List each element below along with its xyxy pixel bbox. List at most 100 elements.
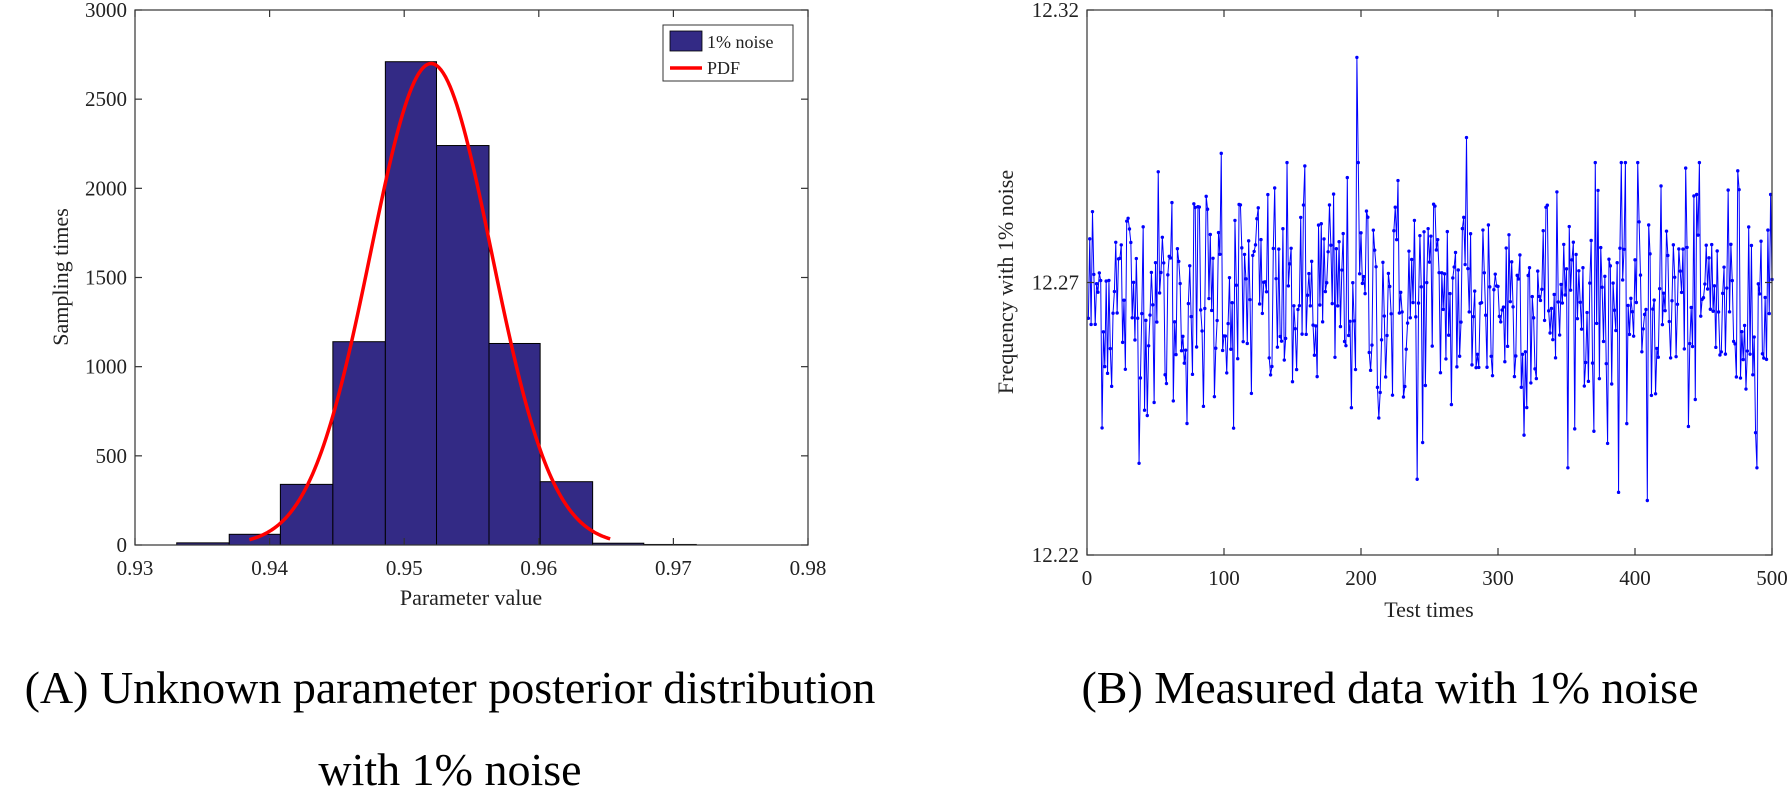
frequency-point bbox=[1573, 427, 1577, 431]
frequency-point bbox=[1763, 295, 1767, 300]
frequency-point bbox=[1329, 243, 1333, 247]
frequency-point bbox=[1711, 309, 1715, 313]
frequency-point bbox=[1226, 321, 1230, 326]
frequency-point bbox=[1437, 270, 1441, 275]
frequency-point bbox=[1292, 304, 1296, 308]
frequency-point bbox=[1299, 215, 1303, 220]
frequency-point bbox=[1427, 260, 1432, 264]
frequency-point bbox=[1514, 354, 1518, 358]
frequency-point bbox=[1600, 285, 1604, 289]
frequency-point bbox=[1212, 394, 1217, 399]
frequency-point bbox=[1216, 230, 1221, 235]
frequency-point bbox=[1725, 286, 1729, 290]
frequency-point bbox=[1645, 498, 1650, 503]
frequency-point bbox=[1508, 299, 1513, 304]
frequency-point bbox=[1726, 188, 1730, 192]
frequency-point bbox=[1145, 413, 1149, 418]
frequency-point bbox=[1094, 282, 1099, 286]
frequency-point bbox=[1729, 242, 1733, 247]
frequency-point bbox=[1208, 232, 1213, 237]
frequency-point bbox=[1144, 318, 1148, 323]
frequency-point bbox=[1733, 342, 1737, 346]
frequency-point bbox=[1718, 353, 1722, 357]
frequency-point bbox=[1349, 406, 1354, 410]
frequency-point bbox=[1242, 252, 1247, 257]
frequency-point bbox=[1323, 289, 1328, 294]
frequency-point bbox=[1523, 350, 1528, 354]
frequency-point bbox=[1311, 323, 1315, 327]
frequency-point bbox=[1404, 347, 1408, 351]
frequency-point bbox=[1414, 315, 1418, 319]
line-ylabel: Frequency with 1% noise bbox=[993, 170, 1018, 394]
frequency-point bbox=[1479, 300, 1484, 305]
frequency-point bbox=[1688, 341, 1692, 346]
frequency-point bbox=[1345, 175, 1350, 180]
frequency-point bbox=[1418, 233, 1422, 238]
frequency-point bbox=[1334, 247, 1339, 251]
frequency-point bbox=[1734, 375, 1739, 379]
frequency-point bbox=[1373, 248, 1377, 252]
frequency-point bbox=[1483, 313, 1488, 317]
frequency-point bbox=[1433, 204, 1437, 208]
frequency-point bbox=[1251, 253, 1255, 258]
frequency-point bbox=[1290, 380, 1295, 384]
frequency-point bbox=[1727, 310, 1732, 314]
frequency-point bbox=[1109, 384, 1114, 389]
frequency-point bbox=[1696, 233, 1700, 237]
frequency-point bbox=[1182, 361, 1186, 365]
histogram-bar bbox=[539, 481, 594, 546]
frequency-point bbox=[1149, 270, 1154, 275]
frequency-point bbox=[1525, 405, 1529, 410]
frequency-point bbox=[1423, 383, 1428, 388]
frequency-point bbox=[1385, 333, 1389, 338]
frequency-point bbox=[1285, 160, 1289, 165]
frequency-point bbox=[1536, 269, 1540, 273]
frequency-point bbox=[1705, 287, 1710, 291]
frequency-point bbox=[1114, 240, 1118, 245]
frequency-point bbox=[1620, 278, 1625, 282]
frequency-point bbox=[1489, 354, 1493, 358]
frequency-point bbox=[1610, 382, 1614, 386]
frequency-point bbox=[1303, 164, 1307, 168]
frequency-point bbox=[1219, 151, 1223, 156]
frequency-point bbox=[1236, 357, 1240, 361]
frequency-point bbox=[1590, 361, 1595, 365]
frequency-point bbox=[1619, 160, 1624, 165]
frequency-point bbox=[1477, 365, 1481, 370]
frequency-point bbox=[1189, 314, 1193, 319]
frequency-point bbox=[1579, 327, 1584, 331]
frequency-point bbox=[1563, 293, 1567, 297]
frequency-point bbox=[1546, 309, 1551, 313]
frequency-point bbox=[1253, 243, 1258, 247]
y-tick-label: 1500 bbox=[85, 266, 127, 290]
frequency-point bbox=[1656, 355, 1660, 359]
frequency-point bbox=[1175, 247, 1180, 251]
frequency-point bbox=[1663, 308, 1667, 313]
frequency-point bbox=[1636, 160, 1640, 165]
frequency-point bbox=[1103, 364, 1107, 369]
frequency-point bbox=[1578, 300, 1582, 304]
frequency-point bbox=[1214, 346, 1218, 350]
frequency-point bbox=[1190, 372, 1195, 377]
frequency-point bbox=[1531, 316, 1536, 320]
frequency-point bbox=[1366, 215, 1370, 219]
frequency-point bbox=[1451, 276, 1455, 280]
frequency-point bbox=[1163, 373, 1167, 377]
frequency-point bbox=[1275, 345, 1280, 349]
frequency-point bbox=[1160, 235, 1165, 239]
frequency-point bbox=[1682, 347, 1687, 351]
frequency-point bbox=[1462, 215, 1466, 220]
frequency-point bbox=[1120, 340, 1125, 345]
frequency-point bbox=[1511, 305, 1515, 309]
frequency-point bbox=[1589, 238, 1593, 243]
histogram-xlabel: Parameter value bbox=[400, 585, 542, 610]
frequency-point bbox=[1566, 466, 1570, 470]
frequency-point bbox=[1281, 227, 1285, 231]
frequency-point bbox=[1526, 273, 1530, 278]
frequency-point bbox=[1392, 229, 1396, 233]
frequency-point bbox=[1425, 280, 1429, 285]
frequency-point bbox=[1594, 321, 1599, 326]
frequency-point bbox=[1585, 310, 1589, 315]
frequency-point bbox=[1390, 393, 1395, 397]
frequency-point bbox=[1159, 270, 1163, 275]
